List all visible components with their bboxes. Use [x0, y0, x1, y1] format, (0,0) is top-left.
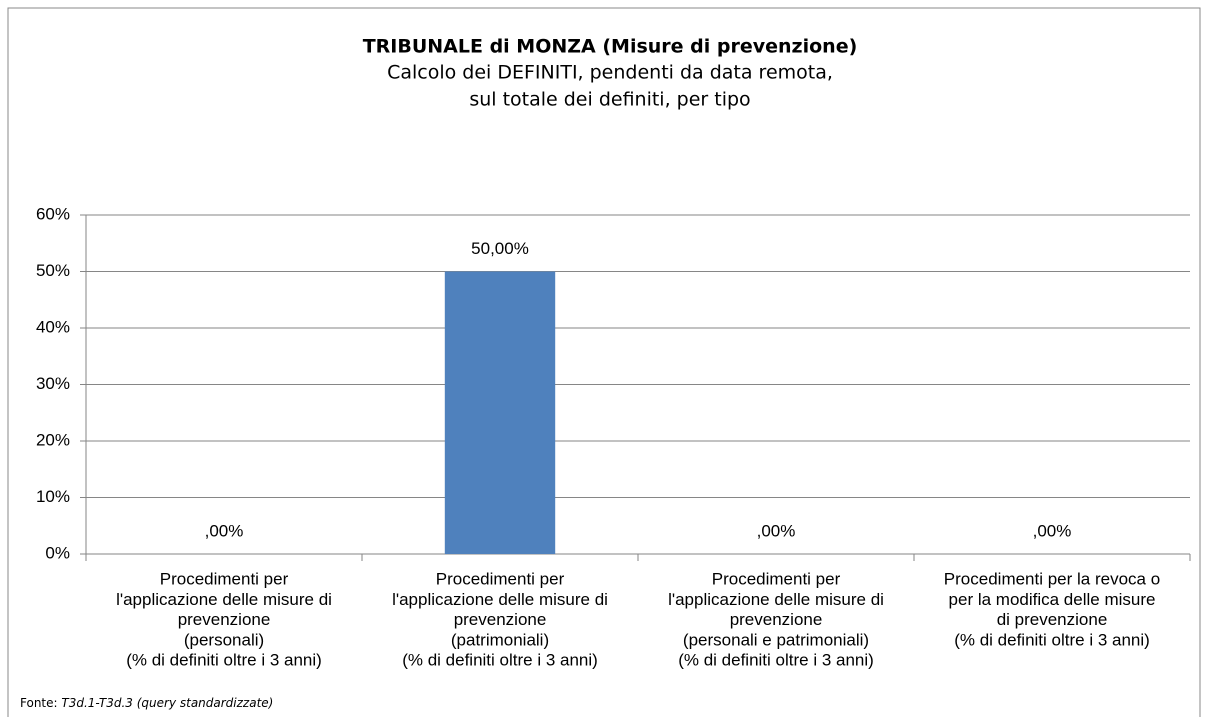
x-tick-label: Procedimenti per	[436, 569, 565, 588]
source: Fonte: T3d.1-T3d.3 (query standardizzate…	[20, 696, 273, 710]
x-tick-label: (% di definiti oltre i 3 anni)	[402, 651, 598, 670]
source-text: T3d.1-T3d.3 (query standardizzate)	[61, 696, 273, 710]
y-tick-label: 20%	[36, 430, 70, 449]
value-label: ,00%	[1033, 521, 1072, 540]
y-tick-label: 30%	[36, 374, 70, 393]
bar	[444, 271, 556, 554]
y-tick-label: 50%	[36, 261, 70, 280]
x-tick-label: (personali)	[184, 630, 264, 649]
chart-frame	[7, 7, 1201, 717]
value-label: 50,00%	[471, 239, 529, 258]
x-tick-label: Procedimenti per la revoca o	[944, 569, 1160, 588]
x-tick-label: per la modifica delle misure	[949, 590, 1156, 609]
x-tick-label: di prevenzione	[997, 610, 1108, 629]
y-tick-label: 60%	[36, 204, 70, 223]
x-tick-label: Procedimenti per	[160, 569, 289, 588]
x-tick-label: l'applicazione delle misure di	[392, 590, 608, 609]
value-label: ,00%	[205, 521, 244, 540]
x-tick-label: prevenzione	[178, 610, 271, 629]
y-tick-label: 10%	[36, 487, 70, 506]
y-tick-label: 0%	[45, 543, 70, 562]
value-label: ,00%	[757, 521, 796, 540]
x-tick-label: l'applicazione delle misure di	[116, 590, 332, 609]
x-tick-label: prevenzione	[730, 610, 823, 629]
x-tick-label: (% di definiti oltre i 3 anni)	[678, 651, 874, 670]
x-tick-label: Procedimenti per	[712, 569, 841, 588]
x-tick-label: (% di definiti oltre i 3 anni)	[126, 651, 322, 670]
x-tick-label: l'applicazione delle misure di	[668, 590, 884, 609]
x-tick-label: (% di definiti oltre i 3 anni)	[954, 630, 1150, 649]
y-tick-label: 40%	[36, 317, 70, 336]
source-label: Fonte:	[20, 696, 58, 710]
x-tick-label: (patrimoniali)	[451, 630, 549, 649]
chart-subtitle: sul totale dei definiti, per tipo	[469, 89, 750, 111]
x-tick-label: (personali e patrimoniali)	[683, 630, 869, 649]
chart-title: TRIBUNALE di MONZA (Misure di prevenzion…	[363, 36, 858, 58]
chart-subtitle: Calcolo dei DEFINITI, pendenti da data r…	[387, 62, 833, 84]
x-tick-label: prevenzione	[454, 610, 547, 629]
